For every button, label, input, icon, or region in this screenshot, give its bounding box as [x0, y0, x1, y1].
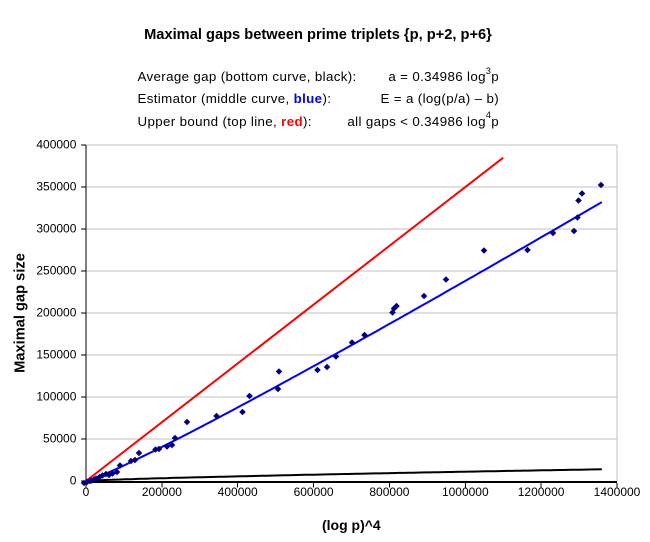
svg-text:800000: 800000 — [369, 485, 409, 499]
svg-text:0: 0 — [70, 473, 77, 487]
svg-text:400000: 400000 — [218, 485, 258, 499]
svg-text:400000: 400000 — [36, 137, 76, 151]
svg-text:50000: 50000 — [43, 431, 77, 445]
svg-text:1400000: 1400000 — [594, 485, 641, 499]
svg-text:200000: 200000 — [36, 305, 76, 319]
svg-text:1200000: 1200000 — [518, 485, 565, 499]
svg-text:300000: 300000 — [36, 221, 76, 235]
svg-text:100000: 100000 — [36, 389, 76, 403]
svg-text:1000000: 1000000 — [442, 485, 489, 499]
svg-text:600000: 600000 — [294, 485, 334, 499]
svg-text:200000: 200000 — [142, 485, 182, 499]
svg-text:350000: 350000 — [36, 179, 76, 193]
svg-text:0: 0 — [83, 485, 90, 499]
svg-text:250000: 250000 — [36, 263, 76, 277]
svg-text:150000: 150000 — [36, 347, 76, 361]
